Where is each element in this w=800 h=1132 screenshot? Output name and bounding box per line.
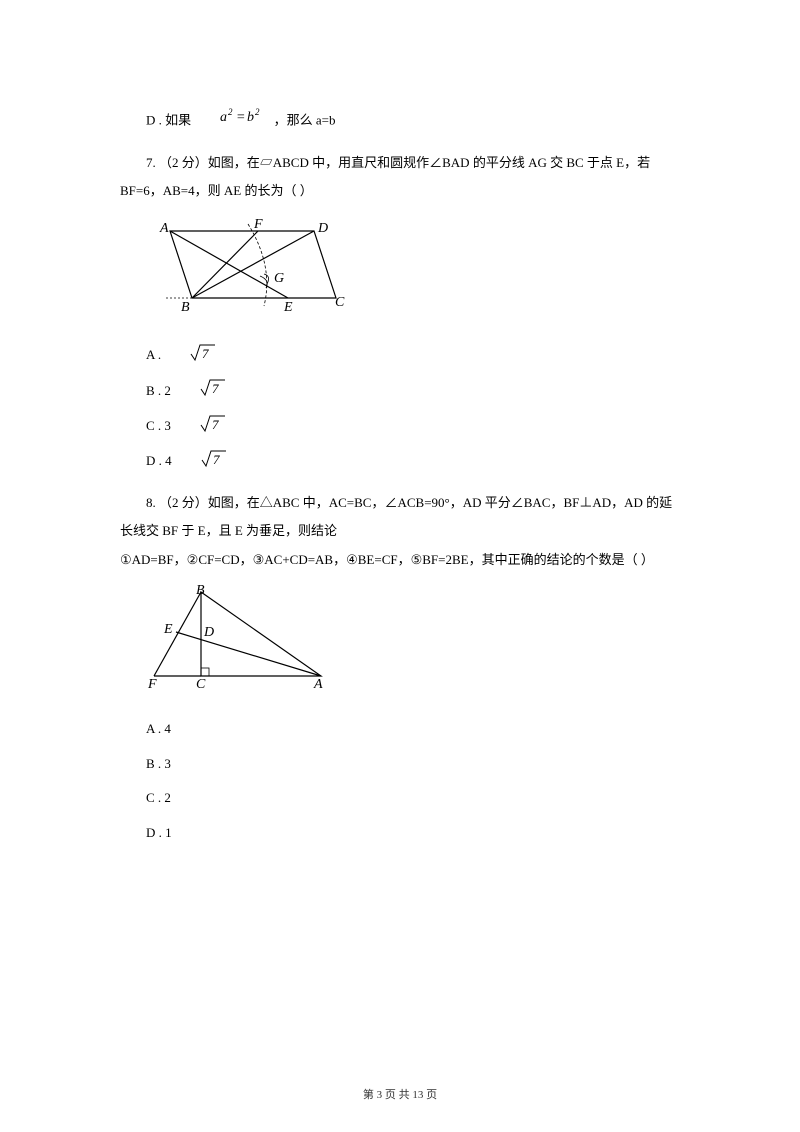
q8-opt-b: B . 3 (120, 750, 680, 779)
q7-opt-a: A . 7 (120, 341, 680, 370)
svg-text:7: 7 (213, 452, 220, 467)
svg-text:a: a (220, 110, 227, 125)
option-d-prev: D . 如果 a2=b2 ，那么 a=b (120, 106, 680, 137)
svg-text:=: = (236, 110, 245, 125)
svg-text:D: D (317, 221, 328, 236)
svg-text:b: b (247, 110, 254, 125)
q8-opt-d: D . 1 (120, 819, 680, 848)
q8-text-3: ①AD=BF，②CF=CD，③AC+CD=AB，④BE=CF，⑤BF=2BE，其… (120, 546, 680, 575)
svg-text:F: F (253, 217, 263, 232)
q8-text-2: 长线交 BF 于 E，且 E 为垂足，则结论 (120, 517, 680, 546)
q7-figure: A B C D E F G (146, 216, 680, 332)
sqrt7-icon: 7 (174, 413, 226, 442)
sqrt7-icon: 7 (174, 377, 226, 406)
svg-text:2: 2 (228, 107, 233, 117)
svg-text:C: C (196, 677, 206, 692)
q8-opt-c: C . 2 (120, 784, 680, 813)
svg-text:2: 2 (255, 107, 260, 117)
q7-text-2: BF=6，AB=4，则 AE 的长为（ ） (120, 177, 680, 206)
page-footer: 第 3 页 共 13 页 (0, 1086, 800, 1102)
svg-text:7: 7 (212, 381, 219, 396)
q7-text-1: 7. （2 分）如图，在▱ABCD 中，用直尺和圆规作∠BAD 的平分线 AG … (120, 149, 680, 178)
svg-text:7: 7 (202, 346, 209, 361)
sqrt7-icon: 7 (175, 448, 227, 477)
svg-text:C: C (335, 295, 345, 310)
svg-text:B: B (181, 300, 190, 315)
svg-text:D: D (203, 625, 214, 640)
q7-opt-c: C . 3 7 (120, 412, 680, 441)
q8-figure: B A C F D E (146, 584, 680, 705)
svg-text:E: E (283, 300, 293, 315)
formula-a2eqb2: a2=b2 (194, 106, 270, 137)
q7-opt-d: D . 4 7 (120, 447, 680, 476)
svg-text:A: A (159, 221, 169, 236)
svg-text:F: F (147, 677, 157, 692)
svg-text:B: B (196, 584, 205, 598)
svg-text:G: G (274, 271, 284, 286)
svg-text:A: A (313, 677, 323, 692)
q8-opt-a: A . 4 (120, 715, 680, 744)
svg-text:E: E (163, 622, 173, 637)
q8-text-1: 8. （2 分）如图，在△ABC 中，AC=BC，∠ACB=90°，AD 平分∠… (120, 489, 680, 518)
sqrt7-icon: 7 (164, 342, 216, 371)
q7-opt-b: B . 2 7 (120, 377, 680, 406)
svg-text:7: 7 (212, 417, 219, 432)
opt-d-prefix: D . 如果 (146, 112, 194, 127)
opt-d-suffix: ，那么 a=b (270, 112, 335, 127)
